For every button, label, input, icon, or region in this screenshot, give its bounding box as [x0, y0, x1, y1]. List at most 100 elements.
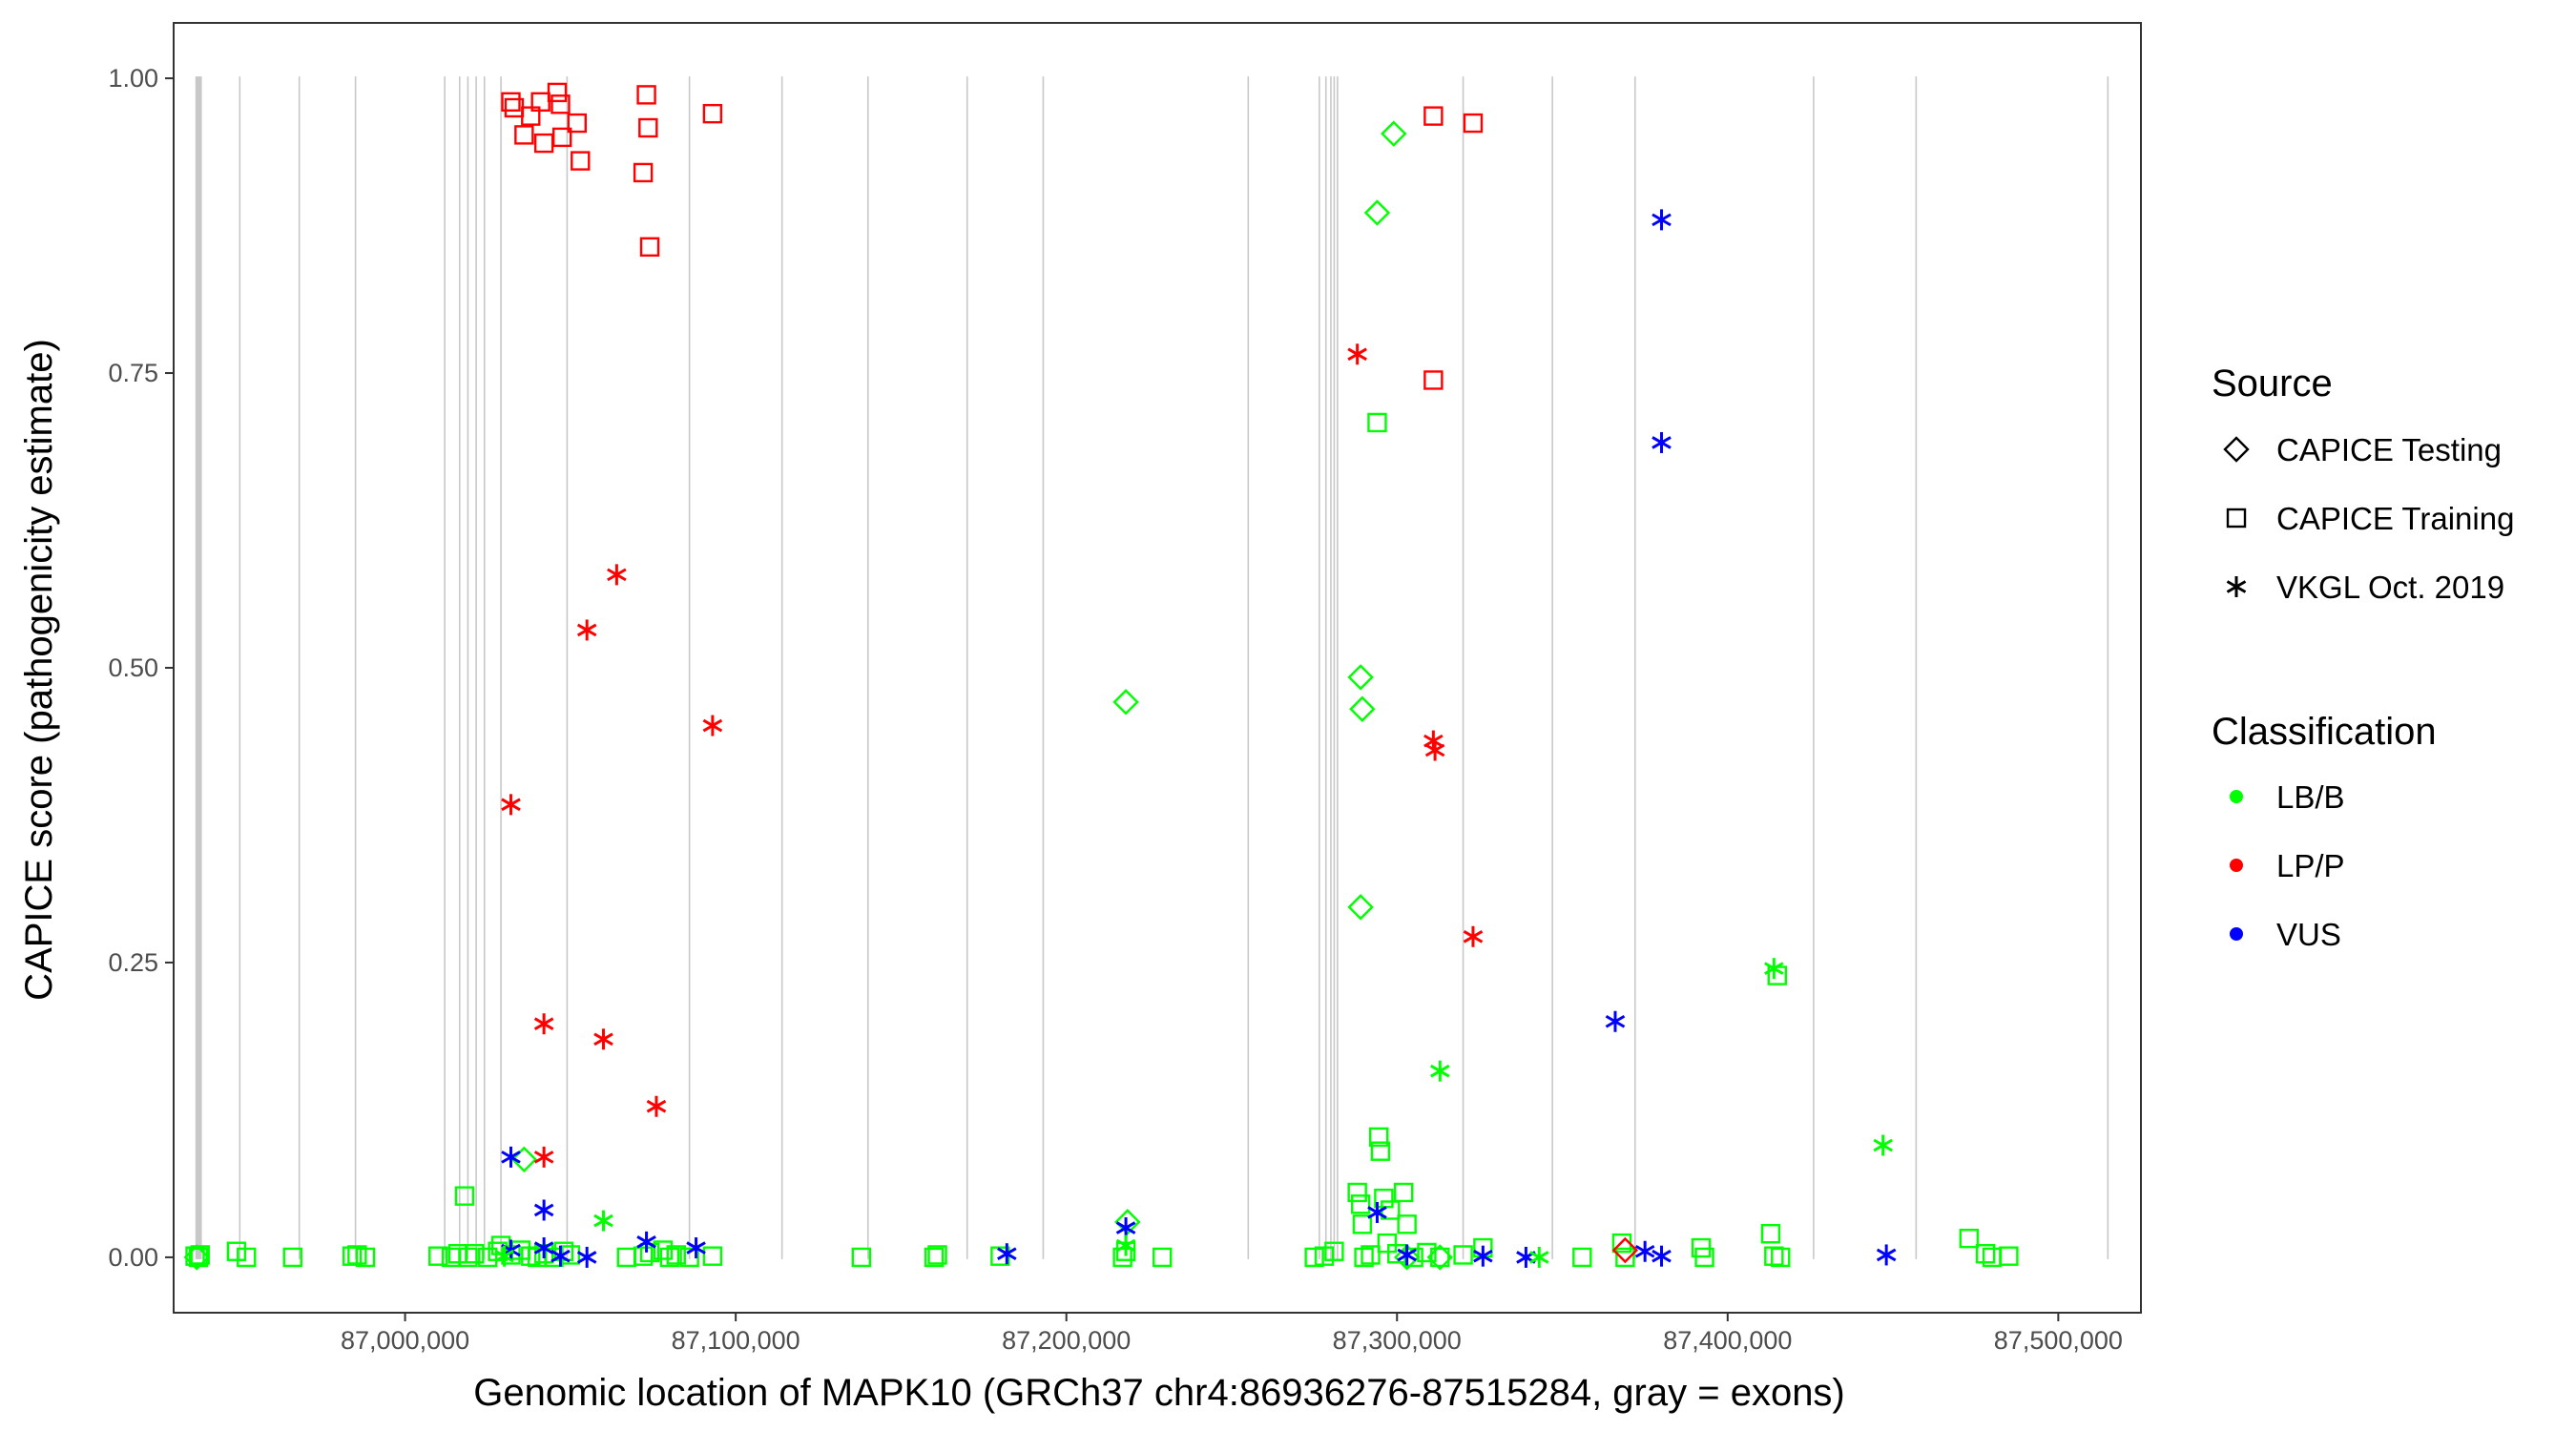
marker-stroke	[1652, 1249, 1672, 1263]
data-point	[1367, 412, 1387, 433]
data-point	[1363, 199, 1391, 226]
legend-source-label: CAPICE Training	[2276, 501, 2514, 536]
legend-class-label: LP/P	[2276, 848, 2345, 883]
data-point	[547, 82, 568, 103]
data-point	[1324, 1241, 1344, 1261]
data-point	[1652, 431, 1672, 453]
data-point	[454, 1186, 475, 1206]
x-tick-label: 87,400,000	[1663, 1326, 1792, 1355]
marker-stroke	[593, 1032, 613, 1047]
y-tick-label: 0.00	[108, 1243, 158, 1272]
data-point	[593, 1028, 613, 1050]
data-point	[1361, 1245, 1381, 1265]
marker-stroke	[2226, 580, 2247, 593]
legend-class-key	[2230, 859, 2243, 872]
data-point	[1463, 925, 1484, 947]
data-point	[1397, 1244, 1417, 1266]
data-point	[666, 1245, 686, 1265]
data-point	[851, 1247, 872, 1268]
data-point	[521, 106, 541, 126]
marker-stroke	[1430, 1064, 1450, 1078]
data-point	[237, 1247, 257, 1268]
marker-stroke	[646, 1099, 667, 1113]
data-point	[607, 564, 627, 586]
data-point	[576, 1246, 597, 1268]
data-point	[1115, 1234, 1136, 1256]
data-point	[1349, 695, 1376, 722]
data-point	[494, 1245, 514, 1267]
data-point	[1430, 1060, 1450, 1082]
data-point	[1605, 1010, 1626, 1032]
marker-stroke	[501, 1151, 521, 1164]
data-point	[1528, 1246, 1549, 1268]
data-point	[1367, 1201, 1387, 1223]
data-point	[924, 1247, 945, 1268]
data-point	[1347, 343, 1367, 365]
data-point	[342, 1246, 363, 1266]
data-point	[458, 1247, 478, 1268]
data-point	[567, 113, 587, 134]
data-point	[428, 1246, 448, 1266]
data-point	[1423, 106, 1444, 126]
data-point	[1397, 1214, 1417, 1234]
marker-stroke	[576, 1251, 597, 1264]
marker-stroke	[593, 1213, 613, 1228]
data-point	[1876, 1244, 1897, 1266]
marker-stroke	[533, 1203, 554, 1217]
data-point	[1112, 689, 1139, 716]
data-point	[190, 1245, 210, 1265]
data-point	[1368, 1127, 1389, 1148]
data-point	[1615, 1247, 1635, 1268]
marker-stroke	[1528, 1251, 1549, 1264]
legend-source-label: VKGL Oct. 2019	[2276, 570, 2504, 605]
marker-stroke	[494, 1249, 514, 1263]
data-point	[1873, 1134, 1893, 1156]
data-point	[553, 1241, 574, 1261]
marker-stroke	[1876, 1248, 1897, 1262]
data-point	[1463, 113, 1484, 134]
data-point	[1347, 664, 1374, 691]
data-point	[1381, 120, 1407, 147]
data-point	[282, 1247, 302, 1268]
data-point	[702, 103, 723, 124]
marker-stroke	[997, 1247, 1017, 1261]
data-point	[633, 1246, 654, 1266]
data-point	[1473, 1245, 1493, 1267]
data-point	[465, 1244, 485, 1264]
marker-stroke	[1652, 436, 1672, 449]
data-point	[1354, 1247, 1374, 1268]
legend-source-key	[2226, 576, 2247, 597]
data-point	[226, 1241, 247, 1261]
y-tick-label: 0.25	[108, 948, 158, 977]
data-point	[576, 619, 597, 641]
data-point	[1634, 1240, 1655, 1262]
data-point	[1999, 1246, 2019, 1266]
data-point	[521, 1246, 541, 1266]
data-point	[927, 1245, 947, 1265]
data-point	[646, 1095, 667, 1117]
data-point	[702, 715, 723, 736]
marker-stroke	[533, 1241, 554, 1255]
data-points	[183, 82, 2019, 1271]
marker-stroke	[1873, 1138, 1893, 1152]
marker-stroke	[1463, 929, 1484, 944]
data-point	[1304, 1247, 1324, 1268]
data-point	[1959, 1228, 1979, 1249]
marker-stroke	[1652, 213, 1672, 227]
x-tick-label: 87,100,000	[672, 1326, 800, 1355]
marker-stroke	[1397, 1248, 1417, 1262]
x-tick-label: 87,000,000	[341, 1326, 469, 1355]
legend-class-key	[2230, 790, 2243, 803]
marker-stroke	[1115, 1221, 1136, 1234]
legend-classification-title: Classification	[2212, 711, 2437, 753]
data-point	[183, 1244, 210, 1271]
exon-lines	[195, 76, 2109, 1259]
marker-stroke	[1367, 1206, 1387, 1219]
data-point	[1453, 1245, 1473, 1265]
data-point	[1152, 1247, 1173, 1268]
data-point	[1572, 1247, 1592, 1268]
marker-stroke	[1347, 347, 1367, 362]
data-point	[478, 1247, 498, 1268]
x-axis: 87,000,000 87,100,000 87,200,000 87,300,000…	[341, 1313, 2123, 1355]
data-point	[1652, 1245, 1672, 1267]
